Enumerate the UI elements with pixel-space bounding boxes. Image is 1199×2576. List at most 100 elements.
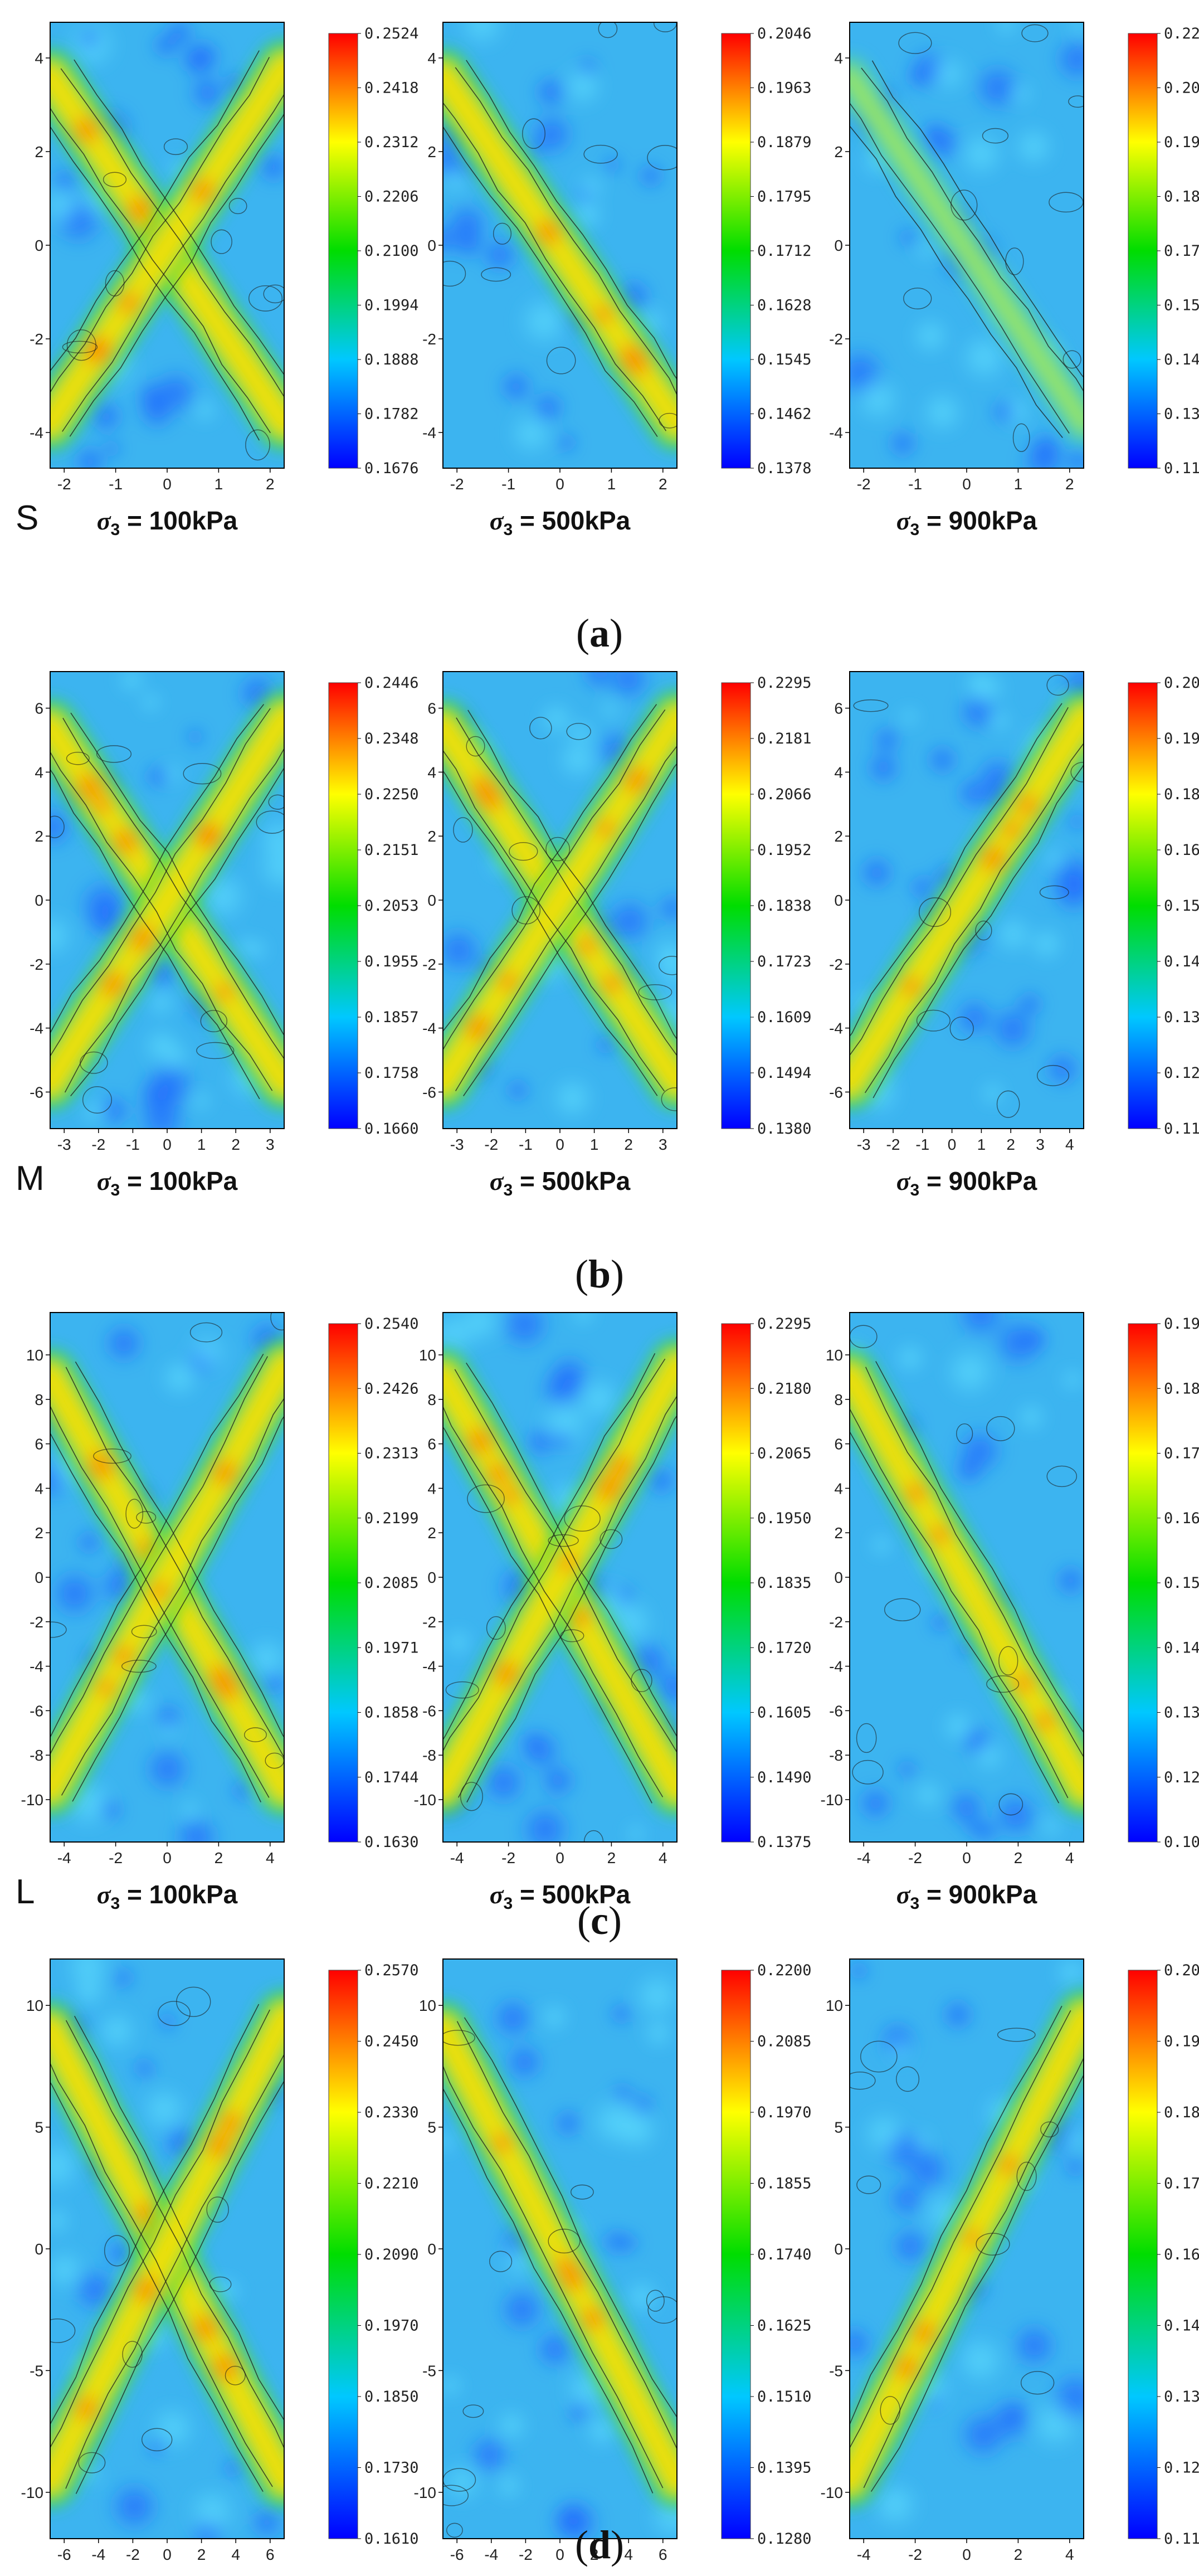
hotspot: [81, 1446, 121, 1486]
shear-band: [850, 56, 1084, 443]
hotspot: [93, 1674, 119, 1700]
colorbar-tick-label: 0.1510: [1164, 1574, 1199, 1592]
colorbar-tick-label: 0.2295: [757, 674, 812, 692]
field-blob: [515, 293, 573, 350]
field: [443, 1313, 677, 1842]
y-tick-label: -4: [30, 424, 43, 441]
contour-loop: [919, 897, 952, 927]
field-blob: [651, 947, 677, 991]
field-blob: [886, 2037, 913, 2063]
field-blob: [582, 2410, 622, 2450]
field-blob: [1008, 2320, 1060, 2371]
contour-loop: [548, 1534, 579, 1547]
x-tick-label: 1: [1014, 475, 1023, 493]
contour-line: [50, 2004, 260, 2426]
x-tick-label: -2: [91, 1136, 105, 1153]
field-blob: [990, 1790, 1041, 1841]
field-blob: [1063, 445, 1084, 468]
field-blob: [102, 438, 123, 459]
colorbar-tick-label: 0.2426: [364, 1380, 419, 1397]
field-blob: [548, 1074, 597, 1122]
contour-panel: -3 -2 -1 0 1 2 3 4 6 4 2 0 -2 -4 -6 0.2035 0.1922 0.1809 0…: [829, 671, 1199, 1199]
y-tick-label: 10: [826, 1997, 843, 2014]
contour-loop: [638, 984, 672, 1000]
contour-loop: [82, 1086, 112, 1114]
x-tick-label: 3: [659, 1136, 667, 1153]
field-blob: [116, 672, 147, 695]
colorbar-tick-label: 0.2046: [757, 25, 812, 42]
y-tick-label: 0: [834, 1569, 843, 1586]
contour-loop: [66, 329, 96, 361]
contour-line: [443, 2087, 654, 2494]
field-blob: [254, 838, 284, 895]
hotspot: [108, 823, 144, 860]
y-tick-label: -6: [829, 1702, 843, 1719]
field-blob: [850, 1959, 871, 1982]
colorbar-tick-label: 0.1201: [1164, 1769, 1199, 1786]
contour-line: [50, 708, 271, 1057]
field-blob: [496, 1313, 553, 1353]
contour-panel: -4 -2 0 2 4 10 8 6 4 2 0 -2 -4 -6 -8 -10 0.2295 0.2180 0.2…: [414, 1312, 812, 1913]
contour-loop: [976, 2233, 1010, 2256]
contour-loop: [206, 2196, 229, 2223]
contour-line: [50, 1405, 270, 1798]
y-tick-label: -2: [422, 330, 436, 348]
hotspot: [959, 2225, 985, 2251]
y-tick-label: 0: [427, 892, 436, 909]
colorbar-tick-label: 0.1879: [757, 134, 812, 151]
field-blob: [602, 154, 623, 176]
hotspot: [616, 340, 645, 369]
field-blob: [551, 1429, 573, 1451]
field-texture: [50, 672, 284, 1129]
hotspot: [907, 2316, 942, 2350]
contour-loop: [443, 2030, 475, 2046]
contour-loop: [564, 1505, 601, 1532]
y-tick-label: -8: [829, 1747, 843, 1764]
hotspot: [488, 1655, 525, 1693]
x-tick-label: -2: [857, 475, 871, 493]
x-tick-label: -2: [519, 2546, 533, 2563]
field-blob: [1027, 925, 1066, 964]
colorbar-tick-label: 0.1130: [1164, 1120, 1199, 1138]
colorbar-tick-label: 0.1809: [1164, 786, 1199, 803]
contour-panel: -6 -4 -2 0 2 4 6 10 5 0 -5 -10 0.2570 0.2450 0.2330 0.2…: [21, 1958, 419, 2563]
shear-band: [50, 1990, 284, 2507]
field: [850, 1959, 1084, 2539]
field-blob: [443, 2372, 465, 2399]
field-blob: [141, 1742, 194, 1796]
y-tick-label: -8: [422, 1747, 436, 1764]
field-blob: [616, 2231, 640, 2255]
colorbar: [721, 1970, 751, 2539]
hotspot: [994, 2150, 1024, 2180]
field-blob: [908, 873, 937, 902]
colorbar-tick-label: 0.1395: [757, 2460, 812, 2477]
field-blob: [1047, 2368, 1084, 2426]
contour-loop: [570, 2184, 594, 2200]
x-tick-label: 4: [231, 2546, 240, 2563]
field-blob: [1062, 2126, 1084, 2154]
field-blob: [550, 2500, 591, 2539]
field-blob: [243, 936, 269, 963]
field-blob: [443, 2128, 458, 2155]
field-blob: [50, 804, 76, 850]
colorbar-tick-label: 0.1718: [1164, 2175, 1199, 2193]
y-tick-label: 4: [427, 764, 436, 781]
colorbar-tick-label: 0.1380: [757, 1120, 812, 1138]
contour-loop: [78, 2452, 106, 2473]
x-tick-label: 3: [266, 1136, 275, 1153]
contour-line: [850, 1408, 1069, 1799]
x-tick-label: 0: [163, 1136, 172, 1153]
contour-loop: [598, 22, 618, 38]
contour-line: [443, 125, 658, 438]
contour-line: [70, 712, 284, 1036]
contour-line: [466, 1362, 677, 1738]
colorbar-tick-label: 0.1356: [1164, 1009, 1199, 1026]
contour-line: [850, 1431, 1060, 1804]
hotspot: [459, 1009, 498, 1047]
colorbar-tick-label: 0.1922: [1164, 730, 1199, 747]
colorbar: [328, 1323, 358, 1843]
field-blob: [1042, 1048, 1083, 1090]
colorbar-tick-label: 0.2450: [364, 2033, 419, 2050]
contour-loop: [105, 270, 125, 297]
field-blob: [106, 2478, 163, 2535]
